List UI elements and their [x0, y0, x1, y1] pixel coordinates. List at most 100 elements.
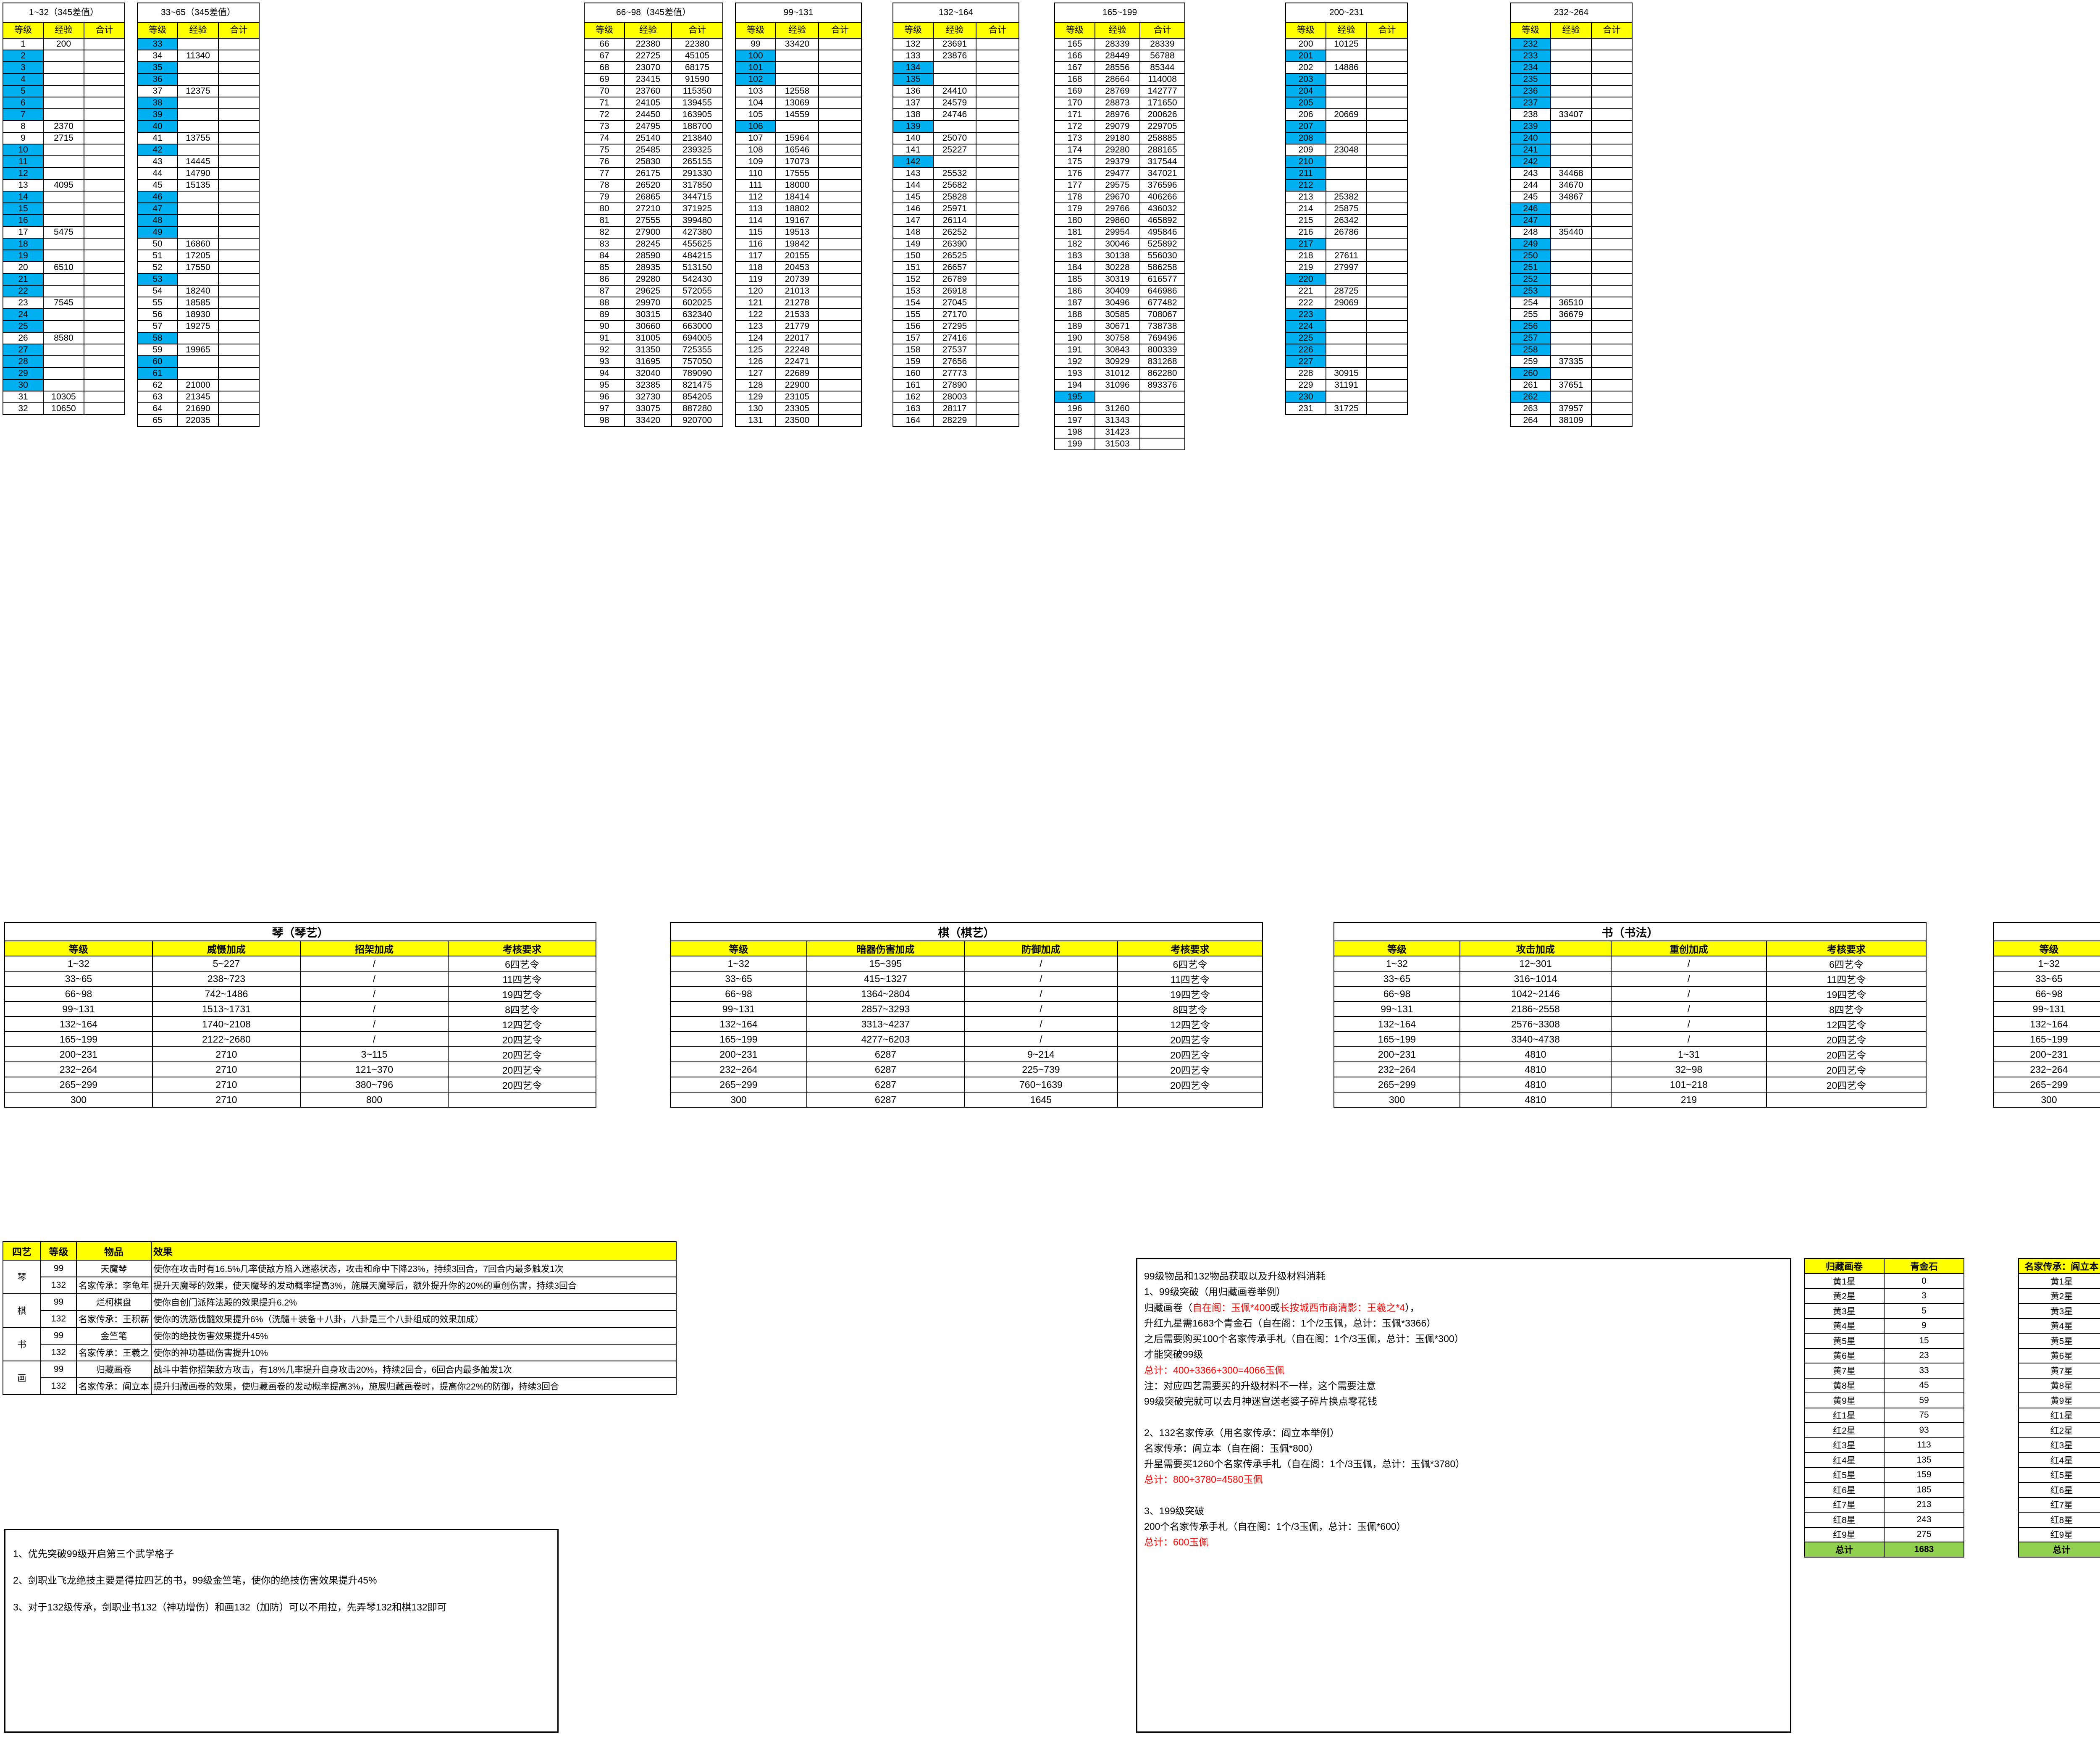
exp-cell: 31191: [1326, 379, 1367, 391]
star-rank-cell: 红3星: [2018, 1437, 2100, 1453]
star-cost-cell: 0: [1884, 1273, 1964, 1289]
total-cell: [1591, 73, 1633, 86]
exp-cell: 27555: [624, 214, 672, 227]
level-col-header-0: 等级: [584, 22, 625, 39]
level-cell: 164: [892, 414, 934, 427]
total-cell: 525892: [1139, 238, 1186, 250]
item-level-cell: 132: [40, 1277, 77, 1294]
table-row: 219 27997: [1285, 261, 1408, 274]
level-cell: 80: [584, 202, 625, 215]
total-cell: 495846: [1139, 226, 1186, 239]
level-cell: 228: [1285, 367, 1326, 380]
exp-cell: [933, 61, 976, 74]
exp-cell: 20453: [775, 261, 819, 274]
exp-cell: 20739: [775, 273, 819, 286]
star-rank-cell: 红4星: [2018, 1452, 2100, 1468]
table-row: 241: [1510, 144, 1633, 156]
table-row: 165~1991048~144420四艺令: [1993, 1031, 2100, 1047]
level-cell: 82: [584, 226, 625, 239]
table-row: 84 28590 484215: [584, 250, 724, 262]
table-row: 200~231 2710 3~115 20四艺令: [4, 1046, 596, 1062]
material-span-0: 之后需要购买100个名家传承手札（自在阁：1个/3玉佩，总计：玉佩*300）: [1144, 1333, 1464, 1344]
art-col-header-3: 考核要求: [1766, 940, 1927, 956]
total-cell: 291330: [671, 167, 724, 180]
total-cell: 632340: [671, 308, 724, 321]
table-row: 136 24410: [892, 85, 1020, 97]
exp-cell: [43, 379, 84, 391]
level-cell: 220: [1285, 273, 1326, 286]
table-row: 115 19513: [735, 226, 862, 239]
table-row: 256: [1510, 320, 1633, 333]
total-cell: 616577: [1139, 273, 1186, 286]
table-row: 黄8星 45: [1804, 1377, 1964, 1393]
art-col-header-2: 防御加成: [964, 940, 1118, 956]
art-col-header-1: 攻击加成: [1460, 940, 1612, 956]
art-cell-2: /: [1611, 986, 1767, 1002]
total-cell: [218, 191, 260, 203]
total-cell: [1591, 297, 1633, 309]
art-cell-0: 300: [1334, 1092, 1460, 1108]
exp-cell: 28873: [1095, 97, 1140, 109]
level-cell: 256: [1510, 320, 1551, 333]
table-row: 105 14559: [735, 108, 862, 121]
level-cell: 152: [892, 273, 934, 286]
exp-cell: 23691: [933, 38, 976, 50]
table-row: 251: [1510, 261, 1633, 274]
table-row: 206 20669: [1285, 108, 1408, 121]
total-cell: [1591, 191, 1633, 203]
table-row: 98 33420 920700: [584, 414, 724, 427]
exp-cell: 27997: [1326, 261, 1367, 274]
level-cell: 218: [1285, 250, 1326, 262]
total-cell: [1366, 144, 1408, 156]
level-table-200-231: 200~231 等级 经验 合计 200 10125 201 202 14886 203 204 20…: [1285, 3, 1408, 415]
table-row: 130 23305: [735, 402, 862, 415]
total-cell: 171650: [1139, 97, 1186, 109]
exp-cell: 26789: [933, 273, 976, 286]
art-cell-1: 316~1014: [1460, 971, 1612, 987]
total-cell: 200626: [1139, 108, 1186, 121]
total-cell: [218, 414, 260, 427]
total-cell: 213840: [671, 132, 724, 144]
star-cost-cell: 23: [1884, 1348, 1964, 1363]
level-col-header-0: 等级: [1510, 22, 1551, 39]
table-row: 185 30319 616577: [1054, 273, 1186, 286]
art-table-title-row: 琴（琴艺）: [4, 922, 596, 941]
total-cell: [218, 402, 260, 415]
level-col-header-1: 经验: [1326, 22, 1367, 39]
art-cell-0: 33~65: [670, 971, 807, 987]
total-cell: [1366, 73, 1408, 86]
exp-cell: 34867: [1550, 191, 1592, 203]
art-cell-3: 8四艺令: [1766, 1001, 1927, 1017]
exp-cell: 23500: [775, 414, 819, 427]
exp-cell: 25971: [933, 202, 976, 215]
level-cell: 211: [1285, 167, 1326, 180]
exp-cell: 20669: [1326, 108, 1367, 121]
level-cell: 119: [735, 273, 776, 286]
level-table-header-row: 等级 经验 合计: [735, 22, 862, 39]
art-cell-0: 232~264: [1993, 1061, 2100, 1077]
table-row: 237: [1510, 97, 1633, 109]
level-table-1-32-345差值-: 1~32（345差值） 等级 经验 合计 1 200 2 3 4 5 6 7 8 2370 9 2715 10 1…: [2, 3, 126, 415]
table-row: 217: [1285, 238, 1408, 250]
total-cell: [83, 144, 126, 156]
level-cell: 96: [584, 391, 625, 403]
star-rank-cell: 红8星: [2018, 1512, 2100, 1528]
level-cell: 238: [1510, 108, 1551, 121]
table-row: 77 26175 291330: [584, 167, 724, 180]
star-rank-cell: 红2星: [2018, 1422, 2100, 1438]
level-cell: 130: [735, 402, 776, 415]
table-row: 243 34468: [1510, 167, 1633, 180]
total-cell: [818, 144, 862, 156]
level-cell: 225: [1285, 332, 1326, 344]
table-row: 166 28449 56788: [1054, 50, 1186, 62]
table-row: 黄9星 59: [1804, 1392, 1964, 1408]
level-cell: 3: [3, 61, 44, 74]
table-row: 155 27170: [892, 308, 1020, 321]
level-col-header-1: 经验: [1095, 22, 1140, 39]
total-cell: [818, 297, 862, 309]
exp-cell: 27900: [624, 226, 672, 239]
star-cost-cell: 59: [1884, 1392, 1964, 1408]
level-cell: 252: [1510, 273, 1551, 286]
level-cell: 122: [735, 308, 776, 321]
star-rank-cell: 黄5星: [1804, 1333, 1885, 1349]
